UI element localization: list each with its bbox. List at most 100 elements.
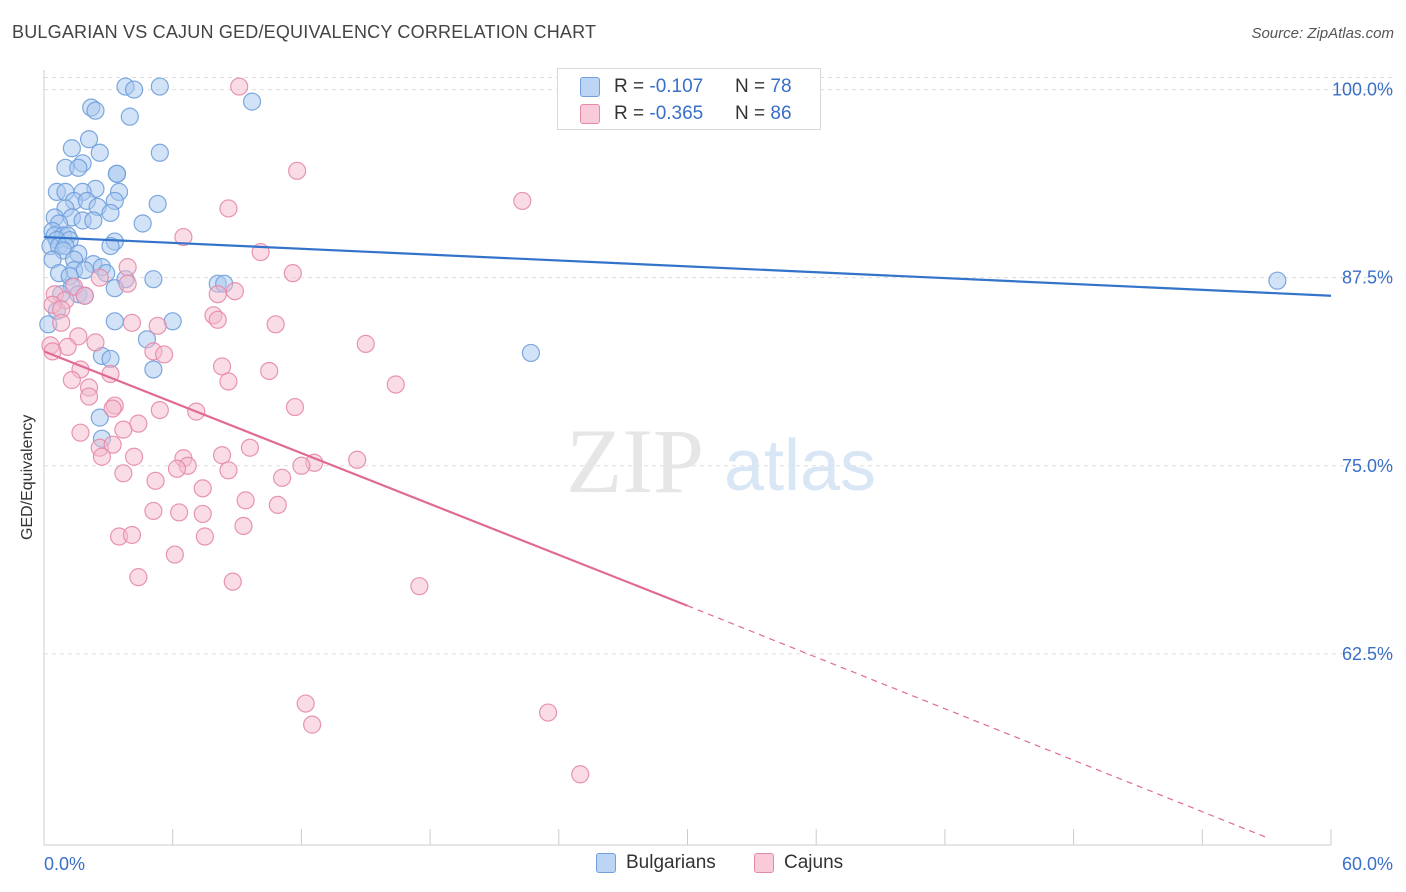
- data-point-cajuns: [129, 568, 148, 587]
- data-point-cajuns: [538, 703, 558, 722]
- data-point-cajuns: [150, 400, 169, 420]
- data-point-cajuns: [92, 447, 112, 466]
- data-point-bulgarians: [107, 164, 127, 183]
- data-point-cajuns: [285, 397, 305, 417]
- data-point-cajuns: [79, 387, 99, 406]
- data-point-cajuns: [122, 313, 142, 332]
- data-point-cajuns: [62, 370, 81, 390]
- data-point-cajuns: [356, 334, 375, 353]
- data-point-bulgarians: [144, 360, 163, 379]
- y-tick-label: 62.5%: [1342, 644, 1393, 664]
- legend-n-text: N = 78: [735, 76, 792, 97]
- data-point-bulgarians: [150, 143, 169, 162]
- data-point-cajuns: [288, 161, 307, 180]
- data-point-cajuns: [167, 459, 187, 478]
- trend-line-bulgarians: [43, 235, 1332, 297]
- legend-swatch-pink: [580, 104, 600, 124]
- data-point-bulgarians: [124, 80, 144, 99]
- bottom-legend-label-bulgarians: Bulgarians: [626, 852, 716, 873]
- data-point-cajuns: [260, 361, 279, 381]
- data-point-cajuns: [155, 345, 174, 364]
- data-point-cajuns: [223, 572, 242, 591]
- data-point-cajuns: [103, 399, 122, 418]
- data-point-cajuns: [114, 464, 133, 483]
- data-point-cajuns: [212, 446, 232, 465]
- correlation-legend: R = -0.107 N = 78 R = -0.365 N = 86: [557, 68, 821, 130]
- legend-r-text: R = -0.365: [614, 103, 704, 124]
- data-point-cajuns: [219, 199, 238, 218]
- data-point-cajuns: [571, 765, 590, 784]
- data-point-cajuns: [195, 527, 214, 546]
- data-point-cajuns: [225, 282, 245, 301]
- data-point-cajuns: [118, 274, 137, 293]
- data-point-cajuns: [208, 285, 227, 304]
- data-point-cajuns: [86, 333, 105, 352]
- watermark: ZIP atlas: [566, 410, 876, 512]
- data-point-bulgarians: [62, 139, 81, 158]
- data-point-cajuns: [165, 545, 184, 564]
- source-label: Source: ZipAtlas.com: [1251, 25, 1394, 42]
- trend-line-cajuns-extension: [687, 605, 1267, 839]
- data-point-bulgarians: [163, 312, 182, 331]
- data-point-bulgarians: [120, 107, 139, 126]
- data-point-cajuns: [272, 468, 292, 487]
- series-bulgarians: [39, 77, 1287, 448]
- data-point-cajuns: [296, 694, 315, 713]
- y-tick-label: 100.0%: [1332, 80, 1393, 100]
- data-point-cajuns: [386, 375, 405, 394]
- data-point-cajuns: [230, 77, 249, 96]
- data-point-bulgarians: [69, 158, 88, 177]
- data-point-cajuns: [122, 525, 142, 545]
- data-point-bulgarians: [1268, 271, 1287, 290]
- legend-r-text: R = -0.107: [614, 76, 704, 97]
- data-point-cajuns: [240, 438, 260, 457]
- watermark-zip: ZIP: [566, 410, 704, 512]
- data-point-bulgarians: [144, 270, 163, 289]
- data-point-bulgarians: [86, 101, 105, 120]
- data-point-cajuns: [193, 504, 212, 524]
- x-tick-label: 60.0%: [1342, 854, 1393, 874]
- data-point-cajuns: [208, 310, 227, 329]
- data-point-cajuns: [103, 435, 122, 454]
- data-point-cajuns: [148, 316, 167, 335]
- data-point-cajuns: [90, 268, 109, 287]
- data-point-cajuns: [283, 264, 302, 283]
- legend-swatch-blue: [580, 77, 600, 97]
- data-point-bulgarians: [150, 77, 169, 96]
- data-point-bulgarians: [84, 211, 103, 230]
- data-point-cajuns: [219, 461, 238, 480]
- data-point-cajuns: [75, 286, 94, 305]
- data-point-cajuns: [236, 491, 255, 510]
- bottom-legend-label-cajuns: Cajuns: [784, 852, 844, 873]
- data-point-cajuns: [170, 503, 189, 522]
- data-point-bulgarians: [521, 343, 541, 363]
- x-tick-label: 0.0%: [44, 854, 85, 874]
- data-point-cajuns: [268, 495, 287, 515]
- data-point-bulgarians: [148, 194, 167, 214]
- data-point-cajuns: [212, 357, 232, 376]
- grid-lines: [44, 77, 1394, 655]
- data-point-cajuns: [219, 372, 238, 391]
- y-tick-label: 75.0%: [1342, 456, 1393, 476]
- data-point-cajuns: [71, 423, 90, 442]
- legend-n-text: N = 86: [735, 103, 792, 124]
- data-point-bulgarians: [242, 92, 262, 111]
- data-point-cajuns: [303, 715, 322, 734]
- data-point-bulgarians: [101, 236, 120, 256]
- data-point-cajuns: [52, 313, 71, 332]
- data-point-cajuns: [410, 577, 429, 596]
- bottom-legend-swatch-cajuns: [754, 853, 774, 873]
- data-point-cajuns: [348, 450, 367, 469]
- trend-lines: [43, 235, 1332, 839]
- data-point-cajuns: [124, 447, 144, 466]
- data-point-cajuns: [266, 315, 285, 334]
- watermark-atlas: atlas: [724, 426, 876, 506]
- axes: [43, 70, 1332, 846]
- data-point-cajuns: [193, 479, 212, 498]
- data-point-cajuns: [114, 420, 133, 439]
- data-point-bulgarians: [79, 130, 99, 149]
- data-point-cajuns: [292, 456, 311, 475]
- data-point-cajuns: [174, 227, 193, 247]
- data-point-cajuns: [146, 471, 165, 490]
- data-point-cajuns: [144, 501, 163, 521]
